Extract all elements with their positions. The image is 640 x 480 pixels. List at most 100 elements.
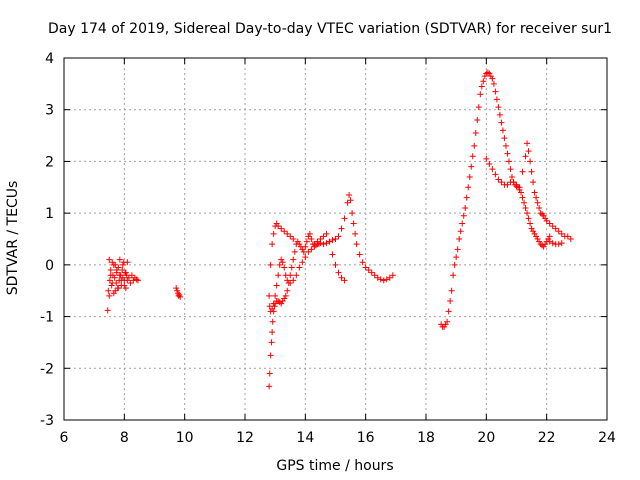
data-point	[284, 277, 291, 284]
data-point	[496, 111, 503, 118]
data-point	[527, 158, 534, 165]
data-point	[365, 267, 372, 274]
y-tick-label: 0	[45, 258, 54, 274]
data-point	[552, 225, 559, 232]
data-point	[546, 238, 553, 245]
x-tick-label: 12	[236, 430, 254, 446]
data-point	[555, 241, 562, 248]
data-point	[287, 279, 294, 286]
data-point	[448, 287, 455, 294]
x-tick-label: 10	[176, 430, 194, 446]
data-point	[288, 264, 295, 271]
data-point	[558, 230, 565, 237]
y-tick-label: 2	[45, 154, 54, 170]
data-point	[492, 88, 499, 95]
data-point	[111, 274, 118, 281]
data-point	[383, 276, 390, 283]
data-point	[453, 254, 460, 261]
data-point	[173, 285, 180, 292]
y-tick-label: -3	[40, 413, 54, 429]
data-point	[513, 181, 520, 188]
data-point	[119, 267, 126, 274]
data-point	[555, 228, 562, 235]
data-point	[450, 272, 457, 279]
data-point	[499, 127, 506, 134]
data-point	[344, 199, 351, 206]
data-point	[291, 248, 298, 255]
data-point	[498, 119, 505, 126]
data-point	[519, 168, 526, 175]
data-point	[104, 307, 111, 314]
data-point	[335, 233, 342, 240]
data-point	[119, 261, 126, 268]
data-point	[507, 166, 514, 173]
data-point	[279, 259, 286, 266]
data-point	[489, 75, 496, 82]
data-point	[273, 282, 280, 289]
data-point	[471, 142, 478, 149]
data-point	[460, 212, 467, 219]
data-point	[468, 163, 475, 170]
data-point	[320, 241, 327, 248]
data-point	[299, 259, 306, 266]
data-point	[276, 261, 283, 268]
data-point	[368, 269, 375, 276]
data-point	[282, 272, 289, 279]
data-point	[489, 166, 496, 173]
data-point	[389, 272, 396, 279]
x-tick-label: 18	[417, 430, 435, 446]
data-point	[546, 220, 553, 227]
data-point	[127, 279, 134, 286]
data-point	[134, 277, 141, 284]
data-point	[536, 204, 543, 211]
data-point	[359, 259, 366, 266]
data-point	[276, 299, 283, 306]
data-point	[522, 204, 529, 211]
data-point	[549, 223, 556, 230]
data-point	[105, 287, 112, 294]
data-point	[352, 230, 359, 237]
data-point	[533, 194, 540, 201]
series-segment-4	[438, 69, 574, 330]
data-point	[549, 240, 556, 247]
chart-title: Day 174 of 2019, Sidereal Day-to-day VTE…	[48, 21, 612, 37]
data-point	[495, 176, 502, 183]
data-point	[278, 225, 285, 232]
y-tick-label: 1	[45, 206, 54, 222]
data-point	[451, 261, 458, 268]
data-point	[338, 274, 345, 281]
data-point	[290, 236, 297, 242]
x-tick-label: 16	[357, 430, 375, 446]
data-point	[539, 242, 546, 249]
data-point	[525, 148, 532, 155]
data-point	[356, 251, 363, 258]
data-point	[474, 117, 481, 124]
data-point	[314, 238, 321, 245]
data-point	[267, 261, 274, 268]
data-point	[456, 236, 463, 242]
data-point	[174, 287, 181, 294]
data-point	[490, 80, 497, 87]
data-point	[522, 153, 529, 160]
data-point	[266, 292, 273, 299]
data-point	[303, 238, 310, 245]
data-point	[269, 329, 276, 336]
data-point	[531, 189, 538, 196]
y-tick-label: 3	[45, 103, 54, 119]
data-point	[128, 272, 135, 279]
data-point	[124, 259, 131, 266]
data-point	[308, 236, 315, 242]
data-point	[380, 277, 387, 284]
data-point	[177, 293, 184, 300]
data-point	[302, 254, 309, 261]
data-point	[465, 184, 472, 191]
data-point	[486, 161, 493, 168]
data-point	[275, 223, 282, 230]
data-point	[118, 277, 125, 284]
data-point	[266, 383, 273, 390]
data-point	[484, 69, 491, 76]
data-point	[290, 277, 297, 284]
data-point	[475, 104, 482, 111]
data-point	[108, 282, 115, 289]
data-point	[306, 230, 313, 237]
